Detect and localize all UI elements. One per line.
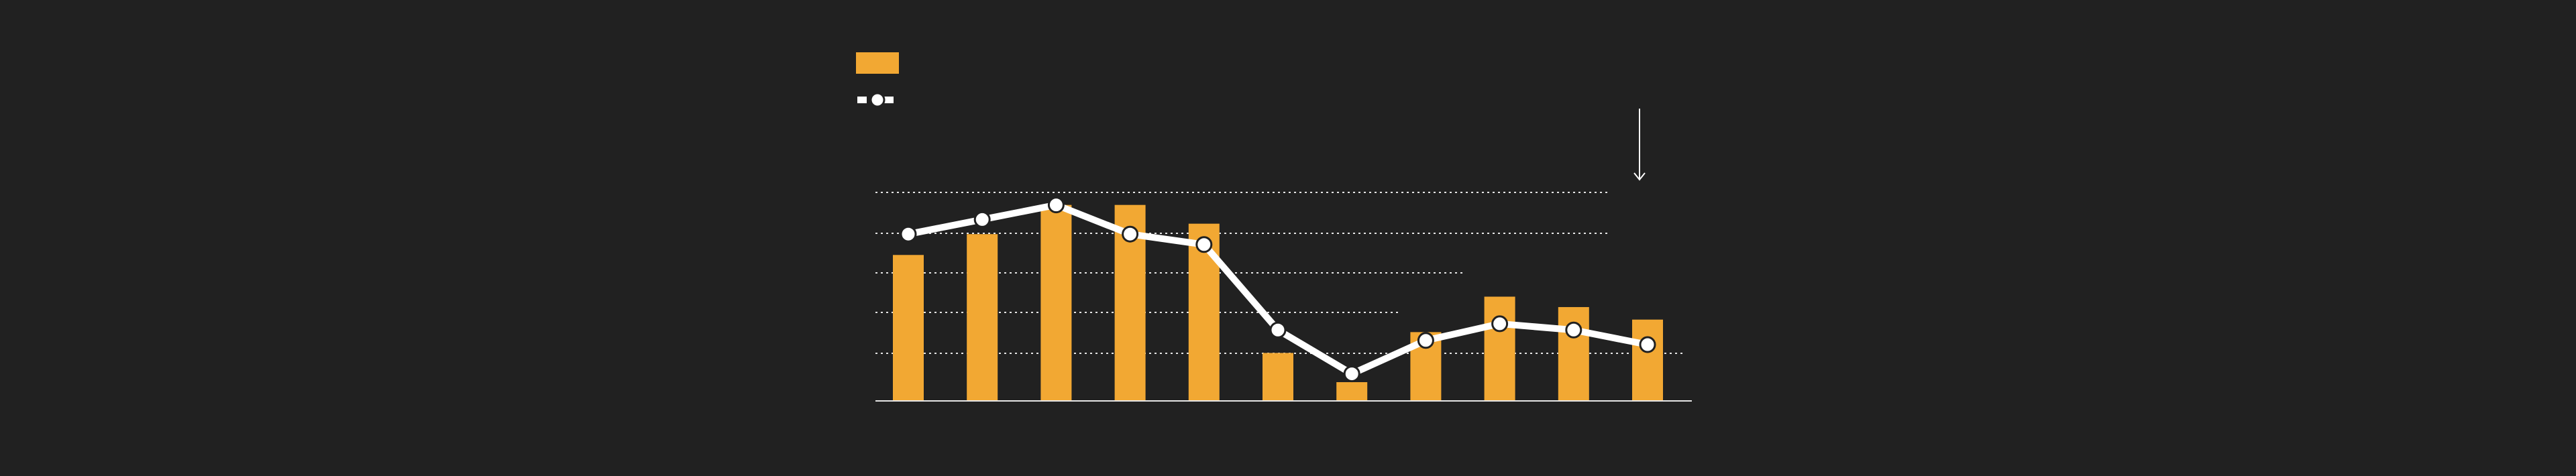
- line-marker: [1565, 321, 1582, 339]
- arrow: [1633, 109, 1646, 181]
- bar: [1558, 307, 1589, 401]
- arrow-head: [1633, 172, 1646, 181]
- bar: [1336, 382, 1368, 401]
- legend: [856, 52, 899, 108]
- bar: [1040, 204, 1072, 401]
- line-marker: [1491, 315, 1509, 333]
- line-marker: [973, 211, 991, 228]
- line-marker: [1195, 236, 1213, 253]
- line-marker: [1417, 332, 1434, 349]
- legend-bar-swatch: [856, 52, 899, 74]
- legend-line-marker: [869, 92, 885, 108]
- bar: [1632, 319, 1663, 401]
- bar: [967, 234, 998, 401]
- line-marker: [1122, 225, 1139, 243]
- line-marker: [900, 225, 917, 243]
- bar: [893, 255, 924, 401]
- line-marker: [1269, 321, 1287, 339]
- line-marker: [1047, 196, 1065, 214]
- line-marker: [1639, 336, 1656, 353]
- bar: [1263, 353, 1293, 401]
- bar: [1484, 296, 1515, 401]
- line-marker: [1343, 365, 1360, 383]
